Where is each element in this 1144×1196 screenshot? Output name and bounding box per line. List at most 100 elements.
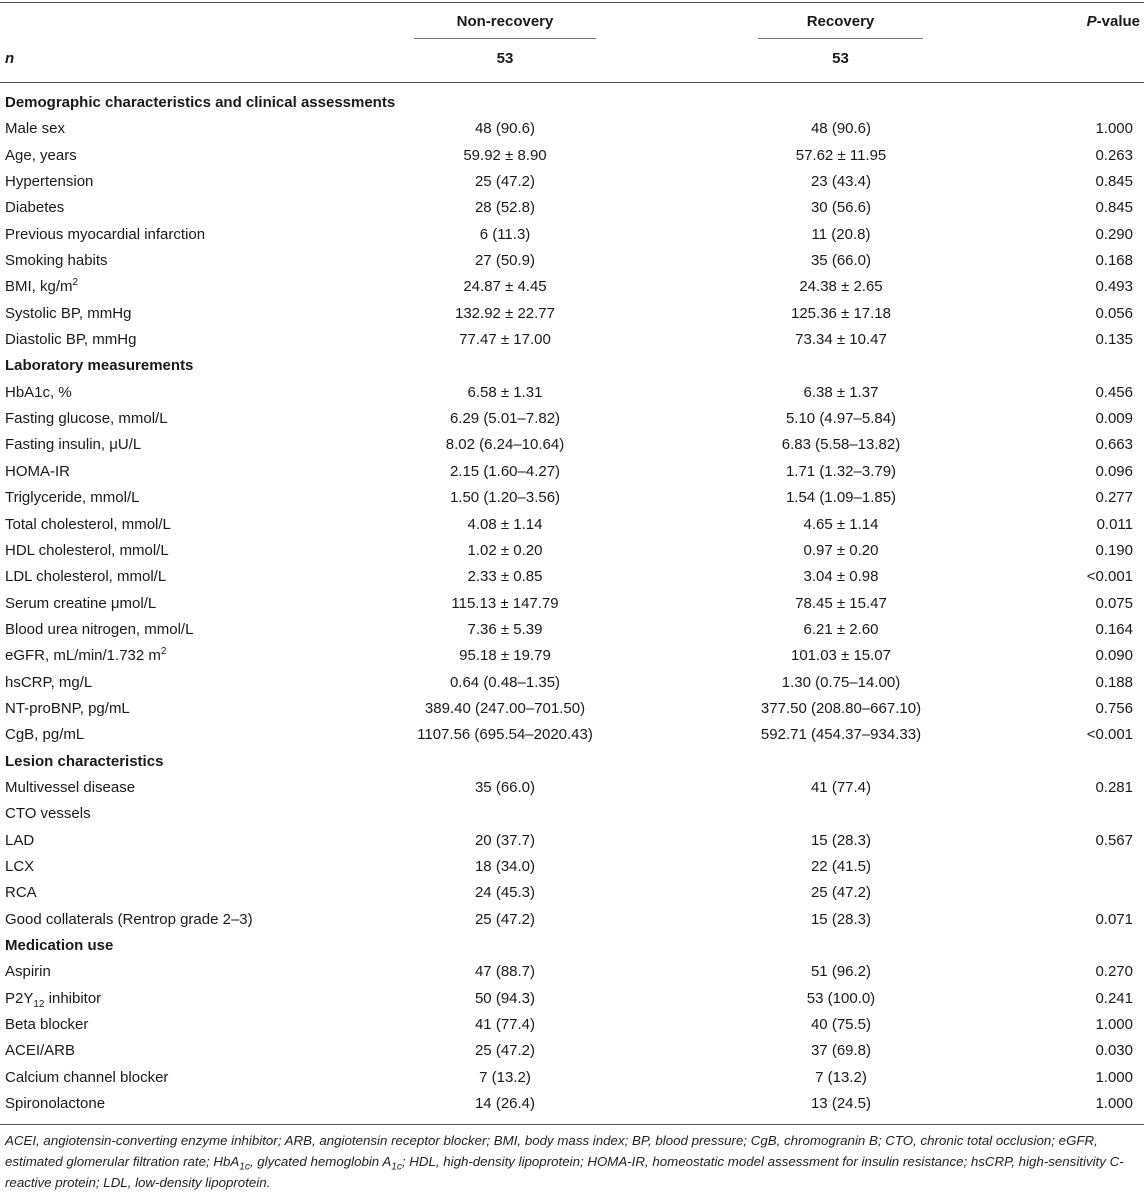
cell-recovery: 15 (28.3) — [810, 910, 872, 928]
cell-nonrecovery: 18 (34.0) — [474, 857, 536, 875]
header-recovery: Recovery — [806, 13, 875, 30]
row-label: eGFR, mL/min/1.732 m2 — [5, 643, 166, 669]
cell-nonrecovery: 41 (77.4) — [474, 1016, 536, 1034]
table-row: Fasting insulin, μU/L 8.02 (6.24–10.64) 6.… — [0, 432, 1144, 458]
cell-p-value: 0.056 — [1095, 304, 1133, 322]
cell-p-value: 0.096 — [1095, 462, 1133, 480]
row-label-text: Calcium channel blocker — [5, 1068, 169, 1086]
row-label-text: Previous myocardial infarction — [5, 225, 206, 243]
header-underline-recovery — [758, 38, 923, 39]
row-label-text: HbA1c, % — [5, 383, 72, 401]
table-row: RCA 24 (45.3) 25 (47.2) — [0, 880, 1144, 906]
cell-recovery: 37 (69.8) — [810, 1042, 872, 1060]
cell-recovery: 377.50 (208.80–667.10) — [760, 699, 922, 717]
bottom-rule — [0, 1124, 1144, 1125]
table-row: CTO vessels — [0, 801, 1144, 827]
row-label-text: Smoking habits — [5, 252, 108, 270]
row-label: Hypertension — [5, 169, 93, 195]
row-label-text: Medication use — [5, 937, 114, 954]
table-row: P2Y12 inhibitor 50 (94.3) 53 (100.0) 0.241 — [0, 986, 1144, 1012]
table-row: Previous myocardial infarction 6 (11.3) 11… — [0, 222, 1144, 248]
row-label: HbA1c, % — [5, 380, 72, 406]
row-label-text: Hypertension — [5, 173, 94, 191]
cell-p-value: 0.263 — [1095, 146, 1133, 164]
cell-p-value: <0.001 — [1086, 726, 1133, 744]
row-label: LCX — [5, 854, 34, 880]
cell-p-value: 0.090 — [1095, 647, 1133, 665]
cell-p-value: 0.011 — [1096, 515, 1133, 533]
cell-p-value: 0.190 — [1095, 541, 1133, 559]
table-row: Age, years 59.92 ± 8.90 57.62 ± 11.95 0.263 — [0, 143, 1144, 169]
row-label-text: Multivessel disease — [5, 778, 136, 796]
cell-recovery: 73.34 ± 10.47 — [795, 331, 887, 349]
table-row: Diastolic BP, mmHg 77.47 ± 17.00 73.34 ± 1… — [0, 327, 1144, 353]
header-nonrecovery: Non-recovery — [456, 13, 554, 30]
row-label-text: Beta blocker — [5, 1016, 89, 1034]
row-label-text: Lesion characteristics — [5, 752, 164, 770]
section-header-row: Lesion characteristics — [0, 749, 1144, 775]
cell-nonrecovery: 14 (26.4) — [474, 1095, 536, 1113]
top-rule — [0, 2, 1144, 3]
cell-recovery: 1.71 (1.32–3.79) — [785, 462, 897, 480]
table-row: LCX 18 (34.0) 22 (41.5) — [0, 854, 1144, 880]
row-label-text: Male sex — [5, 120, 66, 138]
table-row: hsCRP, mg/L 0.64 (0.48–1.35) 1.30 (0.75–14… — [0, 670, 1144, 696]
row-label: Fasting insulin, μU/L — [5, 432, 141, 458]
table-row: Aspirin 47 (88.7) 51 (96.2) 0.270 — [0, 959, 1144, 985]
row-label: Male sex — [5, 116, 65, 142]
cell-recovery: 6.21 ± 2.60 — [803, 620, 879, 638]
cell-recovery: 6.83 (5.58–13.82) — [781, 436, 901, 454]
footnote-part1: ACEI, angiotensin-converting enzyme inhi… — [5, 1133, 1098, 1169]
row-label: Systolic BP, mmHg — [5, 301, 131, 327]
cell-recovery: 40 (75.5) — [810, 1016, 872, 1034]
row-label-text: Fasting insulin, μU/L — [5, 436, 142, 454]
header-underline-nonrecovery — [414, 38, 596, 39]
cell-nonrecovery: 24.87 ± 4.45 — [463, 278, 547, 296]
cell-nonrecovery: 4.08 ± 1.14 — [467, 515, 543, 533]
row-label-text: Fasting glucose, mmol/L — [5, 410, 168, 428]
header-p-rest: -value — [1096, 13, 1140, 30]
cell-nonrecovery: 25 (47.2) — [474, 1042, 536, 1060]
n-label: n — [5, 50, 15, 67]
table-row: Total cholesterol, mmol/L 4.08 ± 1.14 4.65… — [0, 512, 1144, 538]
table-row: Blood urea nitrogen, mmol/L 7.36 ± 5.39 6.… — [0, 617, 1144, 643]
cell-nonrecovery: 1.50 (1.20–3.56) — [449, 489, 561, 507]
row-label: P2Y12 inhibitor — [5, 986, 101, 1012]
table-row: Good collaterals (Rentrop grade 2–3) 25 (… — [0, 907, 1144, 933]
row-label: BMI, kg/m2 — [5, 274, 78, 300]
row-label: Diastolic BP, mmHg — [5, 327, 136, 353]
cell-recovery: 0.97 ± 0.20 — [803, 541, 879, 559]
row-label-text: LCX — [5, 857, 35, 875]
section-header-row: Demographic characteristics and clinical… — [0, 90, 1144, 116]
table-row: NT-proBNP, pg/mL 389.40 (247.00–701.50) 37… — [0, 696, 1144, 722]
footnote-part2: , glycated hemoglobin A — [249, 1154, 392, 1169]
row-label-text: ACEI/ARB — [5, 1042, 76, 1060]
row-label: Age, years — [5, 143, 77, 169]
cell-p-value: 0.281 — [1095, 778, 1133, 796]
cell-nonrecovery: 6 (11.3) — [479, 225, 531, 243]
cell-p-value: 0.493 — [1095, 278, 1133, 296]
cell-nonrecovery: 25 (47.2) — [474, 173, 536, 191]
cell-p-value: 1.000 — [1095, 1095, 1133, 1113]
cell-recovery: 5.10 (4.97–5.84) — [785, 410, 897, 428]
row-label-suffix: inhibitor — [44, 989, 102, 1007]
cell-nonrecovery: 115.13 ± 147.79 — [451, 594, 559, 612]
row-label-superscript: 2 — [72, 277, 79, 289]
row-label-text: Diabetes — [5, 199, 65, 217]
row-label: Blood urea nitrogen, mmol/L — [5, 617, 193, 643]
cell-p-value: 0.845 — [1095, 173, 1133, 191]
row-label-text: Aspirin — [5, 963, 51, 981]
table-footnote: ACEI, angiotensin-converting enzyme inhi… — [5, 1130, 1141, 1193]
cell-nonrecovery: 77.47 ± 17.00 — [459, 331, 551, 349]
cell-recovery: 22 (41.5) — [810, 857, 872, 875]
table-row: HDL cholesterol, mmol/L 1.02 ± 0.20 0.97 ±… — [0, 538, 1144, 564]
row-label: RCA — [5, 880, 37, 906]
cell-nonrecovery: 27 (50.9) — [474, 252, 536, 270]
cell-p-value: 0.270 — [1095, 963, 1133, 981]
cell-recovery: 24.38 ± 2.65 — [799, 278, 883, 296]
row-label: ACEI/ARB — [5, 1038, 75, 1064]
row-label: Total cholesterol, mmol/L — [5, 512, 171, 538]
table-body: Demographic characteristics and clinical… — [0, 90, 1144, 1117]
table-row: HbA1c, % 6.58 ± 1.31 6.38 ± 1.37 0.456 — [0, 380, 1144, 406]
row-label: Spironolactone — [5, 1091, 105, 1117]
